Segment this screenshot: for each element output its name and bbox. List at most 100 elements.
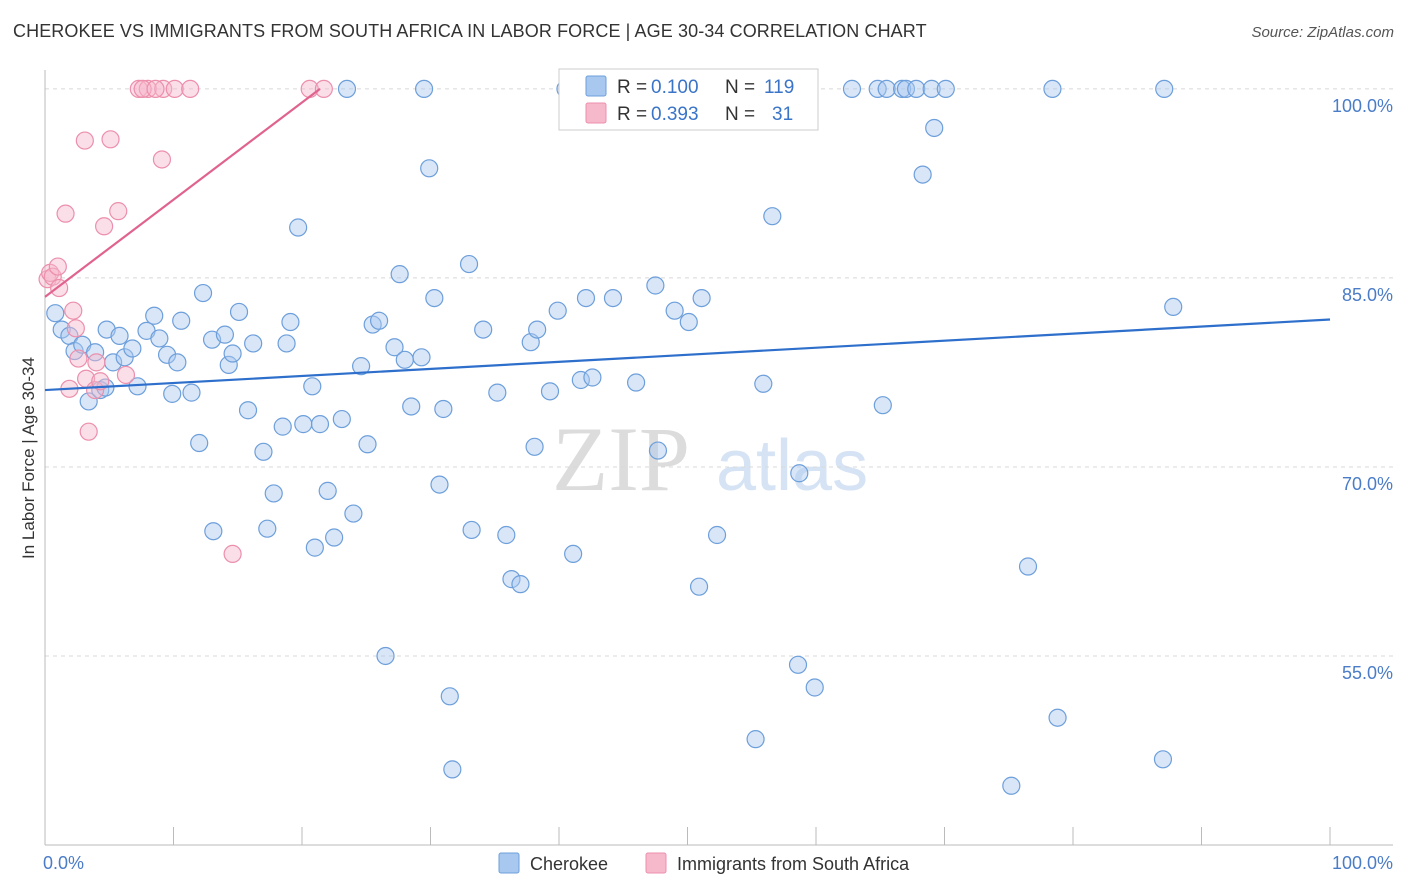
cherokee-point <box>788 655 808 674</box>
cherokee-point <box>425 288 444 308</box>
cherokee-point <box>244 334 263 353</box>
cherokee-point <box>434 399 453 419</box>
cherokee-point <box>1153 750 1173 769</box>
cherokee-point <box>168 353 187 372</box>
cherokee-point <box>474 320 493 339</box>
gridlines <box>45 88 1393 657</box>
cherokee-point <box>583 368 602 387</box>
legend-swatch-pink <box>585 102 607 124</box>
immigrants-point <box>69 349 88 368</box>
cherokee-point <box>689 577 709 596</box>
cherokee-point <box>877 79 896 99</box>
cherokee-point <box>913 165 932 184</box>
cherokee-point <box>223 344 242 363</box>
cherokee-point <box>462 520 481 540</box>
cherokee-point <box>358 435 377 454</box>
cherokee-point <box>294 415 313 434</box>
cherokee-point <box>1043 79 1062 99</box>
cherokee-point <box>746 730 765 749</box>
cherokee-point <box>892 79 912 99</box>
cherokee-point <box>805 678 824 697</box>
cherokee-point <box>273 417 292 436</box>
cherokee-point <box>1155 79 1174 99</box>
y-axis-label: In Labor Force | Age 30-34 <box>19 357 38 559</box>
immigrants-point <box>79 422 98 441</box>
cherokee-point <box>502 570 521 589</box>
cherokee-point <box>385 338 404 357</box>
y-tick-label: 55.0% <box>1342 663 1393 683</box>
legend-n-label-1: N = <box>725 77 755 98</box>
cherokee-point <box>576 288 596 308</box>
immigrants-point <box>181 79 200 99</box>
cherokee-point <box>440 687 459 706</box>
cherokee-point <box>525 437 544 456</box>
cherokee-point <box>172 311 191 330</box>
immigrants-trend-line <box>44 88 321 298</box>
immigrants-point <box>43 267 62 286</box>
legend-r-label-2: R = <box>617 104 647 125</box>
cherokee-point <box>79 392 98 411</box>
cherokee-point <box>842 79 862 99</box>
immigrants-point <box>101 130 120 149</box>
immigrants-point <box>86 380 105 400</box>
series-legend: Cherokee Immigrants from South Africa <box>498 852 910 874</box>
cherokee-point <box>318 481 337 500</box>
immigrants-point <box>152 150 172 169</box>
correlation-legend: R = 0.100 N = 119 R = 0.393 N = 31 <box>558 68 819 131</box>
cherokee-trend-line <box>44 318 1331 392</box>
cherokee-point <box>528 320 547 339</box>
cherokee-point <box>540 382 560 401</box>
cherokee-point <box>936 79 955 99</box>
cherokee-point <box>46 304 65 323</box>
cherokee-point <box>692 288 711 308</box>
immigrants-point <box>116 365 136 385</box>
cherokee-point <box>258 519 277 538</box>
immigrants-point <box>87 353 106 372</box>
source-label: Source: ZipAtlas.com <box>1251 24 1394 41</box>
legend-r-label-1: R = <box>617 77 647 98</box>
series-swatch-cherokee <box>498 852 520 874</box>
immigrants-point <box>95 217 114 236</box>
watermark-atlas: atlas <box>716 426 868 506</box>
cherokee-point <box>488 383 507 402</box>
cherokee-point <box>325 528 344 547</box>
cherokee-point <box>790 464 809 483</box>
data-points <box>38 79 1183 795</box>
cherokee-point <box>238 401 258 420</box>
cherokee-point <box>420 159 439 178</box>
cherokee-point <box>303 377 322 396</box>
cherokee-point <box>626 373 646 392</box>
cherokee-point <box>1018 557 1038 576</box>
cherokee-point <box>289 218 308 237</box>
cherokee-point <box>430 475 449 494</box>
cherokee-point <box>190 433 209 453</box>
cherokee-point <box>182 383 201 402</box>
cherokee-point <box>150 329 169 348</box>
immigrants-point <box>146 79 165 99</box>
cherokee-point <box>646 276 665 295</box>
cherokee-point <box>754 374 773 393</box>
cherokee-point <box>145 306 164 325</box>
cherokee-point <box>707 525 727 545</box>
cherokee-point <box>163 384 182 403</box>
cherokee-point <box>679 312 698 332</box>
watermark-zip: ZIP <box>552 408 690 510</box>
cherokee-point <box>281 312 300 332</box>
cherokee-point <box>665 301 684 320</box>
cherokee-point <box>204 522 223 541</box>
cherokee-point <box>402 397 421 416</box>
cherokee-point <box>571 370 590 390</box>
cherokee-point <box>390 265 409 284</box>
cherokee-point <box>1002 776 1021 795</box>
legend-n-value-2: 31 <box>772 104 793 125</box>
immigrants-point <box>64 301 83 320</box>
series-swatch-immigrants <box>645 852 667 874</box>
cherokee-point <box>443 760 462 779</box>
cherokee-point <box>337 79 357 99</box>
immigrants-point <box>56 204 75 223</box>
x-tick-label-left: 0.0% <box>43 853 84 873</box>
cherokee-point <box>193 283 213 303</box>
x-tick-label-right: 100.0% <box>1332 853 1393 873</box>
immigrants-point <box>165 79 184 99</box>
cherokee-point <box>376 646 395 666</box>
